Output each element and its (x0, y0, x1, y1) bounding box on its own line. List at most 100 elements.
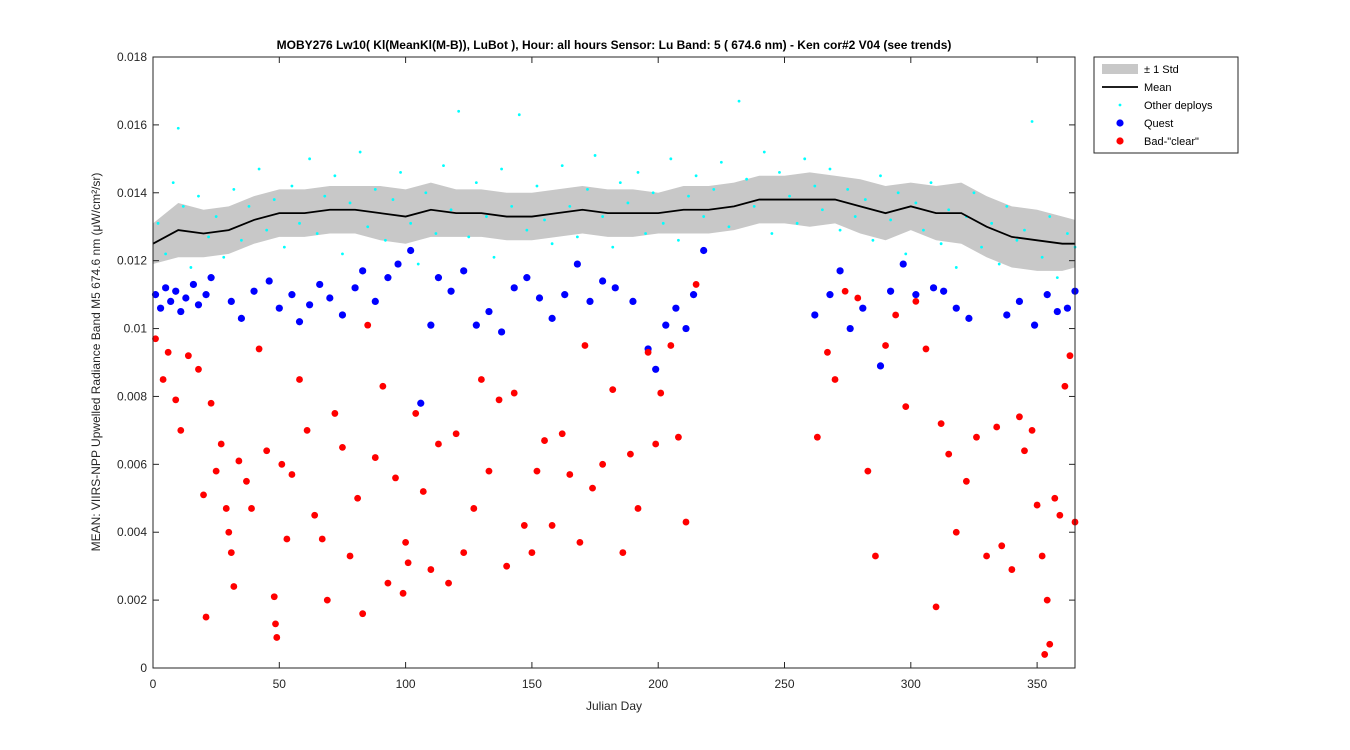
data-point (323, 194, 327, 198)
data-point (912, 291, 920, 299)
data-point (1048, 215, 1052, 218)
std-band (153, 172, 1075, 271)
data-point (993, 423, 1001, 431)
data-point (1008, 566, 1016, 573)
legend-swatch (1116, 137, 1124, 145)
data-point (366, 225, 370, 229)
data-point (152, 335, 159, 343)
data-point (474, 181, 478, 184)
data-point (470, 505, 478, 512)
data-point (237, 314, 246, 322)
data-point (990, 221, 994, 225)
data-point (250, 287, 258, 295)
data-point (449, 208, 453, 212)
data-point (288, 471, 296, 478)
data-point (568, 204, 572, 208)
data-point (402, 539, 410, 546)
data-point (265, 228, 269, 232)
data-point (892, 311, 900, 319)
data-point (331, 410, 339, 417)
data-point (700, 246, 708, 255)
data-point (359, 267, 367, 275)
data-point (550, 242, 554, 246)
data-point (652, 365, 660, 373)
data-point (222, 255, 226, 259)
data-point (510, 204, 514, 208)
data-point (497, 328, 506, 336)
data-point (543, 218, 546, 222)
data-point (240, 238, 243, 242)
legend-swatch (1116, 119, 1124, 127)
data-point (182, 294, 190, 302)
data-point (745, 177, 749, 181)
data-point (1046, 640, 1054, 648)
data-point (1040, 255, 1044, 259)
data-point (882, 342, 889, 349)
data-point (162, 284, 170, 292)
data-point (618, 181, 622, 184)
data-point (427, 321, 435, 329)
y-tick-label: 0.008 (117, 389, 147, 403)
data-point (202, 291, 210, 299)
data-point (399, 171, 402, 174)
x-tick-label: 350 (1027, 677, 1047, 691)
data-point (675, 433, 682, 441)
data-point (485, 467, 493, 475)
data-point (634, 505, 642, 512)
data-point (298, 221, 301, 225)
data-point (854, 294, 862, 302)
data-point (373, 187, 377, 191)
data-point (820, 208, 824, 212)
data-point (965, 314, 973, 322)
data-point (283, 535, 291, 543)
data-point (912, 298, 920, 305)
y-axis-label: MEAN: VIIRS-NPP Upwelled Radiance Band M… (89, 173, 103, 552)
data-point (217, 440, 225, 448)
data-point (657, 389, 665, 397)
data-point (442, 164, 445, 168)
data-point (485, 215, 488, 218)
data-point (159, 376, 167, 383)
legend-label: Bad-"clear" (1144, 136, 1199, 148)
data-point (636, 171, 640, 174)
data-point (383, 238, 387, 242)
data-point (795, 221, 799, 225)
data-point (316, 280, 324, 289)
data-point (662, 321, 670, 329)
data-point (1043, 596, 1051, 604)
data-point (189, 280, 198, 289)
data-point (346, 552, 354, 560)
x-tick-label: 300 (901, 677, 921, 691)
data-point (412, 410, 420, 417)
data-point (156, 304, 165, 312)
data-point (541, 437, 548, 444)
data-point (434, 232, 438, 235)
mean-line (152, 198, 1075, 245)
data-point (273, 634, 281, 641)
data-point (452, 430, 460, 438)
data-point (472, 321, 480, 329)
legend-label: Other deploys (1144, 100, 1213, 112)
data-point (859, 304, 867, 312)
data-point (326, 294, 334, 302)
x-tick-label: 150 (522, 677, 542, 691)
data-point (558, 430, 566, 438)
data-point (341, 252, 344, 256)
legend-label: ± 1 Std (1144, 64, 1179, 76)
legend-swatch (1102, 64, 1138, 74)
data-point (404, 559, 412, 567)
data-point (1038, 552, 1046, 560)
chart-title: MOBY276 Lw10( Kl(MeanKl(M-B)), LuBot ), … (277, 38, 952, 52)
data-point (548, 522, 556, 529)
data-point (364, 321, 372, 329)
x-tick-label: 250 (774, 677, 794, 691)
data-point (358, 150, 362, 154)
data-point (225, 528, 233, 536)
plot-frame (152, 56, 1076, 669)
x-tick-label: 100 (396, 677, 416, 691)
data-point (575, 235, 579, 239)
data-point (560, 164, 564, 168)
data-point (263, 447, 271, 455)
data-point (689, 291, 698, 299)
data-point (460, 267, 468, 275)
